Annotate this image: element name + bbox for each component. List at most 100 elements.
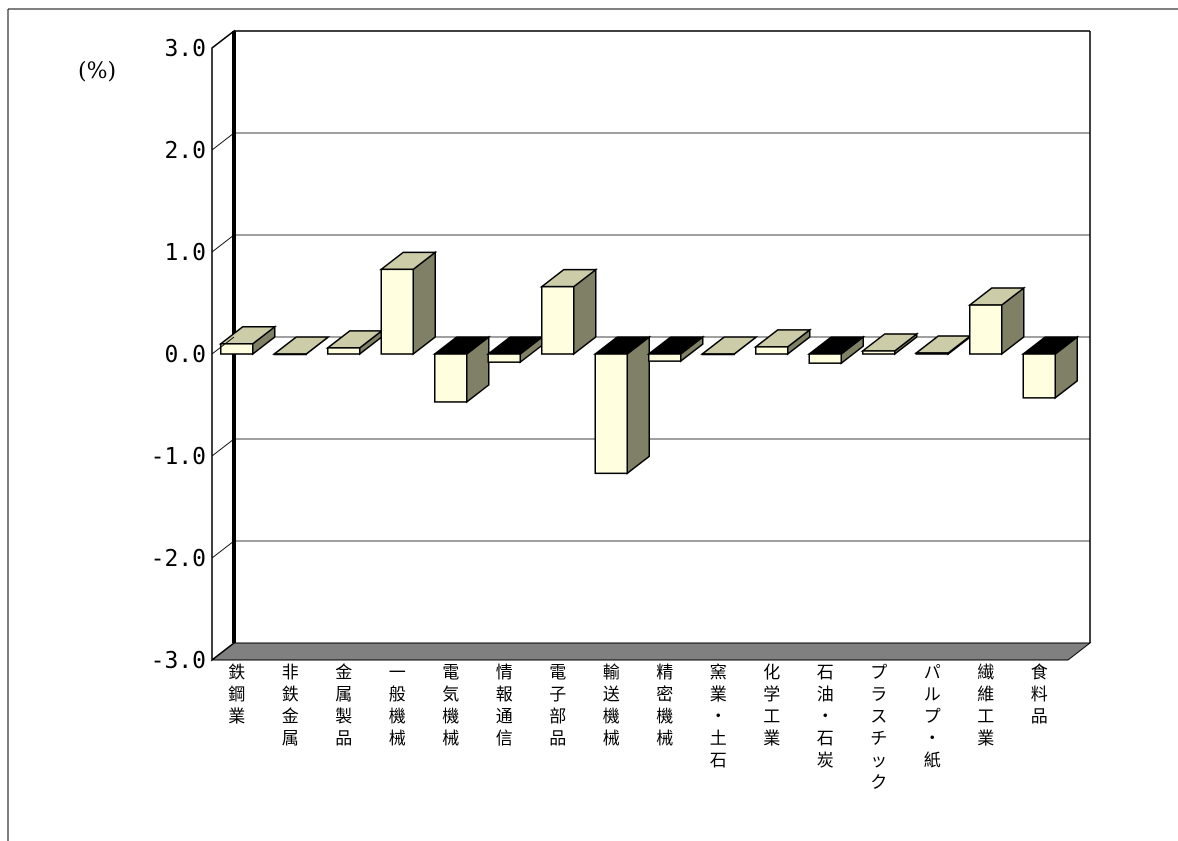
- x-category-char: 属: [282, 729, 299, 749]
- x-category-char: 料: [1031, 685, 1048, 705]
- x-category-char: 工: [977, 707, 994, 727]
- bar-side: [626, 335, 650, 475]
- x-category-char: 精: [656, 663, 673, 683]
- x-category-char: 報: [496, 685, 513, 705]
- x-category-char: 業: [763, 729, 780, 749]
- x-category-char: 密: [656, 685, 673, 705]
- x-category-char: 業: [710, 685, 727, 705]
- x-category-char: 維: [977, 685, 994, 705]
- bar-13: [914, 334, 973, 356]
- bar-top: [914, 335, 973, 354]
- x-category-char: 化: [763, 663, 780, 683]
- x-category-char: 金: [335, 663, 352, 683]
- x-category-char: 部: [549, 707, 566, 727]
- x-category-char: プ: [870, 663, 887, 683]
- bar-top: [272, 336, 331, 355]
- y-tick-label: -2.0: [151, 546, 206, 572]
- x-category-label: プラスチック: [870, 663, 887, 793]
- x-category-char: 情: [496, 663, 513, 683]
- x-category-label: 精密機械: [656, 663, 673, 749]
- y-tick-label: 3.0: [164, 36, 206, 62]
- bar-front: [273, 353, 307, 356]
- bar-8: [646, 335, 705, 363]
- bar-6: [539, 268, 598, 356]
- y-tick-label: -1.0: [151, 444, 206, 470]
- x-category-char: 非: [282, 663, 299, 683]
- x-category-char: 品: [549, 729, 566, 749]
- bar-10: [753, 328, 812, 356]
- x-category-char: ・: [924, 729, 941, 749]
- bar-front: [327, 347, 361, 355]
- x-category-label: 窯業・土石: [710, 663, 727, 771]
- bar-0: [218, 325, 277, 356]
- bar-front: [541, 285, 575, 355]
- x-category-char: 械: [656, 729, 673, 749]
- x-category-label: 電子部品: [549, 663, 566, 749]
- x-category-char: 鉄: [282, 685, 299, 705]
- x-category-char: 食: [1031, 663, 1048, 683]
- x-category-label: 食料品: [1031, 663, 1048, 727]
- x-category-char: 炭: [817, 751, 834, 771]
- x-category-char: ・: [817, 707, 834, 727]
- y-tick-mark: [211, 438, 235, 457]
- x-axis-labels: 鉄鋼業非鉄金属金属製品一般機械電気機械情報通信電子部品輸送機械精密機械窯業・土石…: [228, 663, 1048, 793]
- bar-12: [860, 332, 919, 356]
- x-category-char: 機: [656, 707, 673, 727]
- bar-9: [700, 336, 759, 356]
- bar-front: [220, 343, 254, 355]
- x-category-char: 品: [1031, 707, 1048, 727]
- x-category-char: 石: [710, 751, 727, 771]
- y-tick-mark: [211, 336, 235, 355]
- x-category-char: 械: [442, 729, 459, 749]
- y-tick-mark: [211, 132, 235, 151]
- x-category-char: 子: [549, 685, 566, 705]
- bars: [218, 250, 1080, 475]
- x-category-char: 通: [496, 707, 513, 727]
- y-axis-ticks: 3.0 2.0 1.0 0.0 -1.0 -2.0 -3.0: [151, 30, 235, 674]
- x-category-char: パ: [924, 663, 941, 683]
- x-category-char: 石: [817, 663, 834, 683]
- x-category-char: 鋼: [228, 685, 245, 705]
- x-category-label: 一般機械: [389, 663, 406, 749]
- bar-2: [325, 329, 384, 356]
- x-category-char: 土: [710, 729, 727, 749]
- x-category-char: 一: [389, 663, 406, 683]
- x-category-label: 輸送機械: [603, 663, 620, 749]
- x-category-label: パルプ・紙: [924, 663, 941, 771]
- x-category-char: 機: [389, 707, 406, 727]
- bar-front: [808, 353, 842, 364]
- x-category-char: 繊: [977, 663, 994, 683]
- y-tick-label: 2.0: [164, 138, 206, 164]
- y-tick-label: -3.0: [151, 648, 206, 674]
- x-category-char: 窯: [710, 663, 727, 683]
- bar-1: [272, 336, 331, 356]
- bar-14: [967, 286, 1026, 356]
- x-category-char: ス: [870, 707, 887, 727]
- x-category-char: 気: [442, 685, 459, 705]
- bar-front: [487, 353, 521, 363]
- x-category-char: 業: [228, 707, 245, 727]
- bar-5: [486, 335, 545, 364]
- bar-3: [379, 250, 438, 356]
- x-category-label: 金属製品: [335, 663, 352, 749]
- bar-front: [594, 353, 628, 475]
- y-axis-unit-label: (%): [78, 59, 116, 84]
- x-category-char: ・: [710, 707, 727, 727]
- x-category-char: 電: [442, 663, 459, 683]
- y-tick-label: 1.0: [164, 240, 206, 266]
- x-category-char: 般: [389, 685, 406, 705]
- bar-11: [807, 335, 866, 365]
- x-category-char: 紙: [924, 751, 941, 771]
- x-category-char: 属: [335, 685, 352, 705]
- y-tick-label: 0.0: [164, 342, 206, 368]
- x-category-char: 鉄: [228, 663, 245, 683]
- x-category-char: 電: [549, 663, 566, 683]
- bar-15: [1021, 335, 1080, 400]
- x-category-label: 非鉄金属: [282, 663, 299, 749]
- x-category-char: 工: [763, 707, 780, 727]
- chart-floor: [210, 642, 1092, 661]
- x-category-char: 送: [603, 685, 620, 705]
- bar-front: [434, 353, 468, 403]
